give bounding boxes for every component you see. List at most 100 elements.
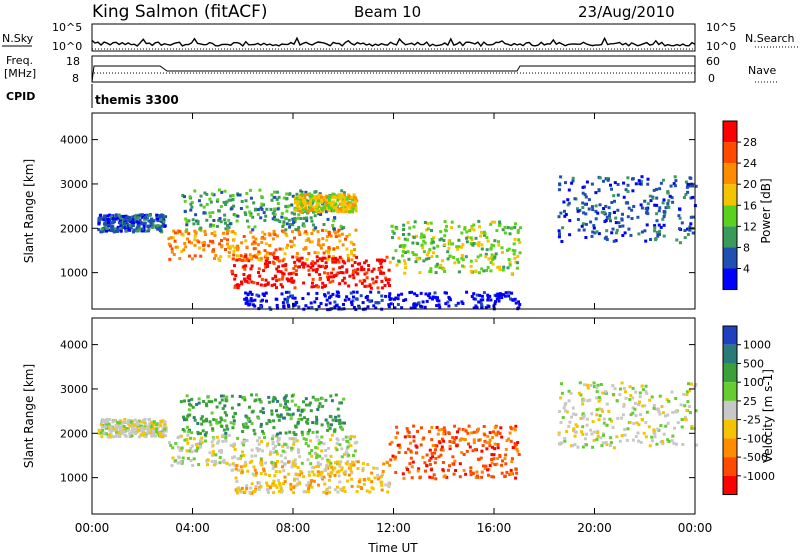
data-cell — [439, 448, 443, 452]
data-cell — [331, 257, 335, 261]
data-cell — [339, 195, 343, 199]
data-cell — [340, 265, 344, 269]
data-cell — [301, 208, 305, 212]
data-cell — [617, 221, 621, 225]
data-cell — [315, 418, 319, 422]
data-cell — [125, 427, 129, 431]
data-cell — [337, 260, 341, 264]
data-cell — [174, 245, 178, 249]
data-cell — [128, 434, 132, 438]
data-cell — [280, 229, 284, 233]
data-cell — [131, 215, 135, 219]
data-cell — [295, 202, 299, 206]
data-cell — [480, 475, 484, 479]
data-cell — [637, 403, 641, 407]
data-cell — [290, 276, 294, 280]
data-cell — [317, 212, 321, 216]
data-cell — [425, 299, 429, 303]
data-cell — [475, 430, 479, 434]
data-cell — [295, 473, 299, 477]
data-cell — [453, 437, 457, 441]
data-cell — [495, 229, 499, 232]
data-cell — [310, 262, 314, 266]
freq-panel — [91, 55, 696, 83]
data-cell — [220, 418, 224, 422]
data-cell — [493, 255, 497, 259]
data-cell — [452, 256, 456, 259]
data-cell — [200, 422, 204, 426]
data-cell — [515, 447, 519, 451]
data-cell — [689, 222, 693, 226]
data-cell — [304, 304, 308, 308]
data-cell — [319, 441, 323, 444]
data-cell — [344, 237, 347, 241]
data-cell — [111, 217, 115, 220]
data-cell — [302, 408, 306, 412]
data-cell — [126, 429, 130, 433]
data-cell — [251, 228, 255, 232]
data-cell — [276, 399, 280, 403]
data-cell — [284, 263, 288, 267]
data-cell — [225, 230, 229, 234]
data-cell — [161, 431, 165, 435]
data-cell — [408, 291, 412, 294]
data-cell — [303, 416, 306, 420]
data-cell — [646, 182, 650, 186]
data-cell — [388, 284, 391, 287]
data-cell — [470, 225, 474, 229]
data-cell — [291, 296, 295, 300]
data-cell — [106, 214, 110, 218]
data-cell — [270, 198, 274, 202]
data-cell — [295, 255, 299, 259]
data-cell — [149, 431, 153, 435]
data-cell — [320, 470, 324, 474]
data-cell — [277, 278, 281, 282]
data-cell — [364, 259, 368, 263]
data-cell — [462, 468, 466, 472]
data-cell — [352, 254, 356, 257]
data-cell — [596, 431, 600, 435]
data-cell — [649, 238, 652, 241]
data-cell — [238, 193, 242, 197]
data-cell — [620, 416, 624, 420]
data-cell — [516, 449, 520, 453]
data-cell — [427, 294, 430, 298]
data-cell — [208, 239, 212, 243]
data-cell — [223, 404, 227, 408]
data-cell — [570, 415, 573, 419]
colorbar-swatch — [723, 438, 737, 458]
data-cell — [319, 246, 323, 250]
data-cell — [326, 308, 330, 312]
data-cell — [683, 229, 687, 232]
data-cell — [500, 435, 504, 439]
data-cell — [640, 175, 644, 179]
data-cell — [343, 421, 346, 425]
data-cell — [501, 268, 505, 272]
data-cell — [253, 298, 257, 302]
data-cell — [644, 390, 648, 394]
data-cell — [328, 280, 332, 284]
data-cell — [289, 482, 293, 486]
data-cell — [422, 436, 426, 440]
data-cell — [428, 292, 432, 296]
data-cell — [391, 236, 394, 240]
data-cell — [309, 198, 313, 202]
data-cell — [158, 224, 162, 228]
data-cell — [297, 231, 301, 235]
data-cell — [297, 225, 301, 229]
data-cell — [316, 259, 319, 263]
data-cell — [114, 423, 118, 427]
data-cell — [116, 424, 120, 428]
data-cell — [234, 476, 238, 480]
data-cell — [311, 470, 315, 474]
data-cell — [606, 178, 610, 182]
data-cell — [575, 424, 579, 428]
data-cell — [279, 270, 283, 274]
data-cell — [273, 209, 277, 213]
data-cell — [626, 190, 630, 193]
data-cell — [690, 426, 694, 430]
data-cell — [443, 474, 447, 478]
data-cell — [217, 209, 221, 213]
data-cell — [257, 243, 260, 247]
